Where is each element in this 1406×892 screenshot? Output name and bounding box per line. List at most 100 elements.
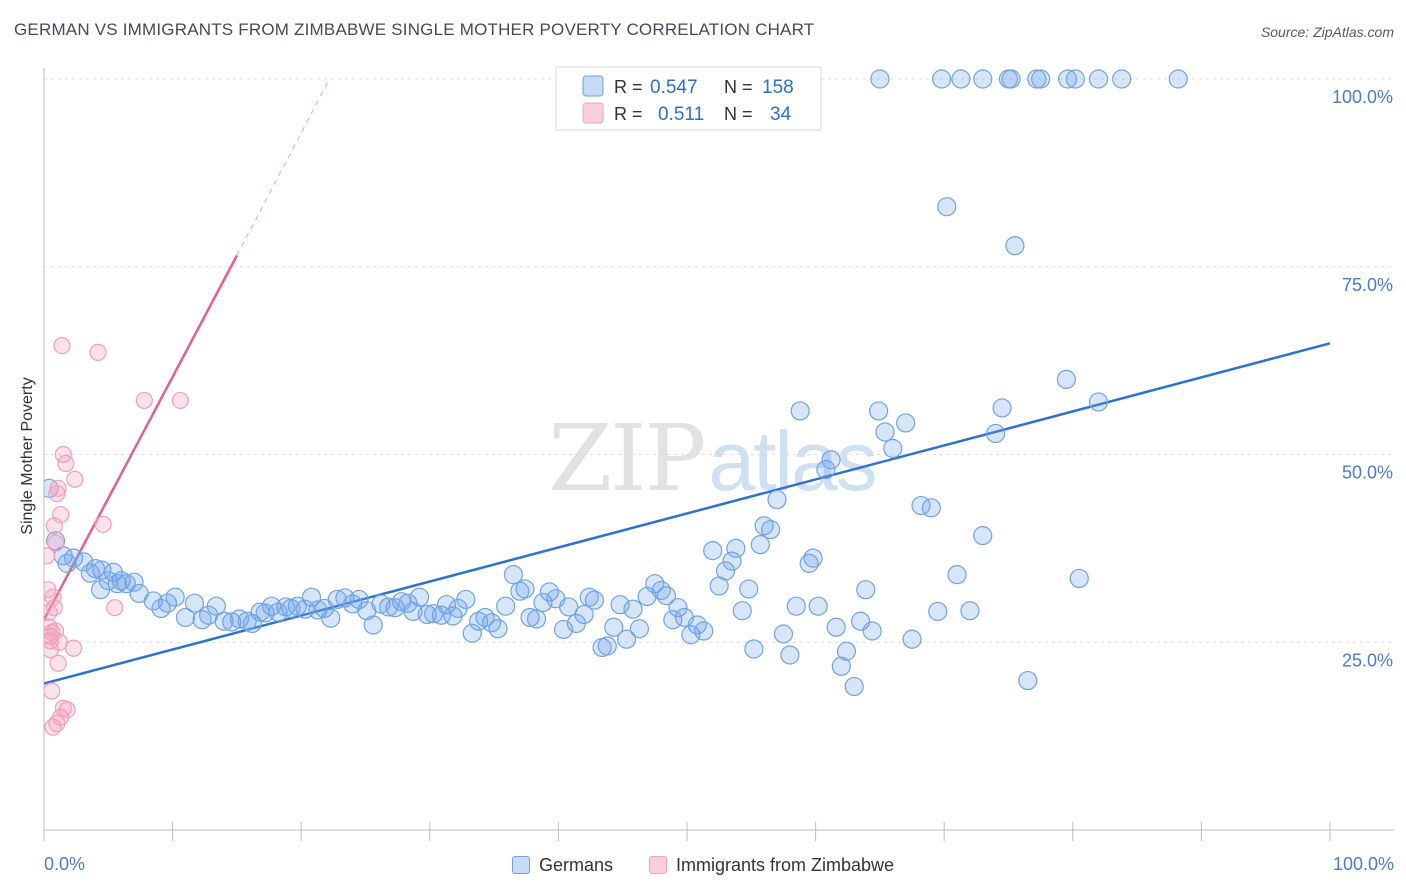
point-germans [462,623,482,643]
point-germans [808,596,828,616]
point-germans [335,588,355,608]
point-germans [773,624,794,644]
y-tick-label: 50.0% [1342,463,1393,483]
point-germans [242,613,262,634]
point-germans [475,607,495,628]
point-germans [767,489,787,510]
axes [43,68,1394,841]
y-tick-labels: 25.0% 50.0% 75.0% 100.0% [1332,87,1393,670]
point-germans [436,595,457,615]
watermark: ZIPatlas [548,405,878,512]
point-germans [986,423,1006,444]
point-germans [1056,369,1076,389]
point-zimbabwe [54,699,72,717]
point-germans [363,615,383,635]
legend-r-value: 0.547 [650,77,698,98]
point-germans [520,607,540,628]
point-germans [844,676,864,697]
point-zimbabwe [89,343,107,361]
chart-title: GERMAN VS IMMIGRANTS FROM ZIMBABWE SINGL… [14,20,815,39]
legend-n-value: 34 [770,104,792,125]
point-zimbabwe [171,391,189,410]
point-zimbabwe [45,599,63,617]
point-germans [503,565,523,585]
trendline-zimbabwe [44,254,239,621]
point-germans [623,599,643,619]
point-germans [790,401,810,421]
point-germans [579,587,599,607]
source-credit: Source: ZipAtlas.com [1260,24,1394,40]
point-germans [1168,69,1188,89]
point-germans [937,197,957,217]
legend-item-germans: Germans [511,854,613,876]
point-germans [826,617,846,637]
point-germans [862,621,882,641]
point-germans [816,459,836,480]
point-germans [610,595,630,615]
point-germans [973,526,993,546]
point-germans [124,572,144,592]
point-germans [403,601,423,622]
y-tick-label: 75.0% [1342,275,1393,295]
point-zimbabwe [135,391,153,410]
point-germans [973,69,993,89]
point-germans [750,535,770,555]
point-zimbabwe [46,622,65,640]
point-germans [151,598,171,619]
point-germans [960,601,980,621]
point-zimbabwe [52,505,70,524]
point-germans [143,591,163,611]
legend-swatch-zimbabwe [582,102,604,124]
point-germans [103,562,124,583]
svg-text:ZIPatlas: ZIPatlas [548,405,876,512]
point-germans [739,579,759,599]
trendline-germans [44,342,1331,685]
point-germans [947,565,967,585]
point-germans [875,422,895,442]
point-germans [417,604,437,625]
point-germans [1065,69,1085,89]
y-axis-label: Single Mother Poverty [19,377,36,534]
point-germans [951,69,971,89]
point-germans [116,574,136,594]
point-germans [656,586,677,606]
point-germans [533,592,553,613]
point-germans [456,589,476,610]
point-germans [803,548,823,568]
x-tick-label-min: 0.0% [44,854,85,874]
point-germans [732,601,752,621]
point-germans [856,580,876,600]
point-zimbabwe [44,547,56,565]
point-germans [321,608,341,628]
point-germans [206,596,226,616]
point-germans [1069,568,1089,589]
point-germans [559,597,579,617]
point-germans [349,589,369,610]
point-germans [604,617,624,637]
legend-label-zimbabwe: Immigrants from Zimbabwe [675,854,895,875]
series-legend: Germans Immigrants from Zimbabwe [0,850,1406,880]
point-germans [74,552,94,572]
point-zimbabwe [46,534,65,552]
point-zimbabwe [66,470,84,488]
y-tick-label: 100.0% [1332,87,1393,107]
point-germans [175,607,196,628]
point-germans [63,548,84,568]
legend-n-value: 158 [762,77,794,98]
point-germans [726,538,746,558]
point-germans [831,656,851,676]
point-zimbabwe [44,627,60,645]
y-tick-label: 25.0% [1342,650,1393,670]
point-germans [496,596,516,616]
point-germans [1001,69,1021,89]
legend-label-germans: Germans [538,854,613,875]
legend-swatch-zimbabwe [648,856,667,874]
point-germans [694,621,714,641]
point-germans [287,596,307,616]
point-germans [1018,670,1038,691]
point-germans [57,553,77,573]
point-germans [629,619,650,639]
point-germans [165,587,185,607]
point-germans [515,579,535,599]
